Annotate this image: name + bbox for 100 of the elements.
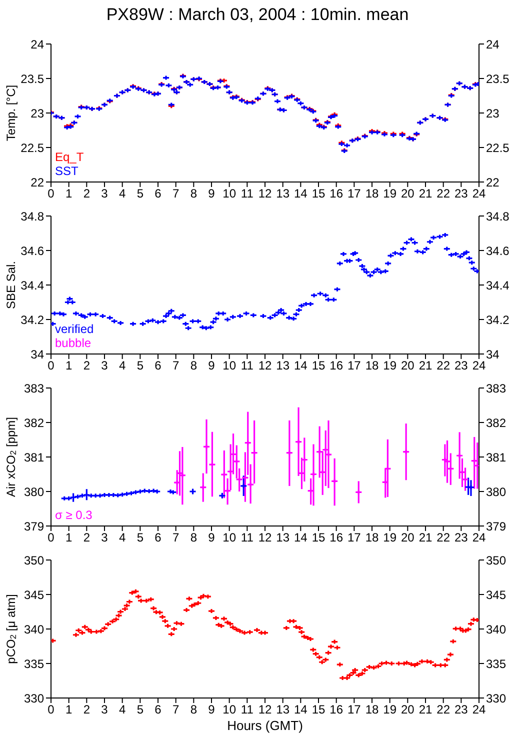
x-tick-label: 22 (436, 702, 450, 717)
x-tick-label: 19 (383, 702, 397, 717)
x-tick-label: 6 (154, 530, 162, 545)
y-tick-label: 330 (24, 691, 44, 706)
x-tick-label: 10 (222, 702, 236, 717)
x-axis-title: Hours (GMT) (227, 718, 303, 733)
x-tick-label: 5 (136, 186, 144, 201)
x-tick-label: 16 (330, 358, 344, 373)
x-tick-label: 6 (154, 186, 162, 201)
y-tick-label: 22 (30, 175, 44, 190)
x-tick-label: 19 (383, 530, 397, 545)
x-tick-label: 7 (172, 702, 180, 717)
x-tick-label: 19 (383, 358, 397, 373)
x-tick-label: 8 (190, 702, 198, 717)
x-tick-label: 3 (101, 186, 108, 201)
x-tick-label: 16 (330, 530, 344, 545)
x-tick-label: 2 (83, 358, 90, 373)
x-tick-label: 11 (240, 702, 254, 717)
x-tick-label: 0 (48, 530, 55, 545)
x-tick-label: 23 (454, 358, 468, 373)
x-tick-label: 17 (347, 530, 362, 545)
x-tick-label: 15 (312, 358, 326, 373)
y2-tick-label: 23.5 (486, 72, 510, 86)
y-tick-label: 23.5 (20, 72, 44, 86)
y-tick-label: 34.8 (20, 209, 44, 224)
x-tick-label: 1 (65, 358, 72, 373)
y-tick-label: 23 (30, 106, 44, 120)
x-tick-label: 17 (347, 186, 362, 201)
y2-tick-label: 34 (486, 347, 500, 362)
x-tick-label: 13 (276, 358, 290, 373)
x-tick-label: 21 (418, 186, 432, 201)
x-tick-label: 14 (294, 530, 308, 545)
x-tick-label: 18 (365, 702, 379, 717)
x-tick-label: 13 (276, 186, 290, 201)
y2-tick-label: 22.5 (486, 140, 510, 155)
x-tick-label: 7 (172, 530, 180, 545)
x-tick-label: 4 (118, 530, 126, 545)
x-tick-label: 14 (294, 186, 308, 201)
y2-tick-label: 335 (486, 656, 506, 671)
x-tick-label: 1 (65, 186, 72, 201)
x-tick-label: 14 (294, 702, 308, 717)
y-tick-label: 345 (24, 588, 44, 602)
x-tick-label: 2 (83, 530, 90, 545)
y-tick-label: 381 (24, 450, 44, 464)
x-tick-label: 23 (454, 530, 468, 545)
x-tick-label: 12 (258, 530, 272, 545)
x-tick-label: 22 (436, 358, 450, 373)
series-label: verified (55, 322, 94, 336)
x-tick-label: 6 (154, 702, 162, 717)
y2-tick-label: 34.8 (486, 209, 510, 224)
x-tick-label: 20 (400, 702, 415, 717)
x-tick-label: 8 (190, 186, 198, 201)
x-tick-label: 4 (118, 358, 126, 373)
x-tick-label: 24 (472, 358, 486, 373)
y2-tick-label: 340 (486, 622, 506, 636)
y2-tick-label: 382 (486, 416, 506, 430)
x-tick-label: 3 (101, 358, 108, 373)
x-tick-label: 4 (118, 702, 126, 717)
x-tick-label: 9 (208, 530, 216, 545)
y-tick-label: 22.5 (20, 140, 44, 155)
y-tick-label: 335 (24, 656, 44, 671)
y-tick-label: 340 (24, 622, 44, 636)
y2-tick-label: 34.2 (486, 312, 510, 327)
x-tick-label: 2 (83, 702, 90, 717)
x-tick-label: 0 (48, 186, 55, 201)
x-tick-label: 16 (330, 702, 344, 717)
y-tick-label: 34.6 (20, 244, 44, 258)
x-tick-label: 0 (48, 702, 55, 717)
x-tick-label: 15 (312, 702, 326, 717)
y2-tick-label: 24 (486, 37, 500, 52)
x-tick-label: 24 (472, 702, 486, 717)
x-tick-label: 4 (118, 186, 126, 201)
y-tick-label: 24 (30, 37, 44, 52)
y-tick-label: 34 (30, 347, 44, 362)
x-tick-label: 2 (83, 186, 90, 201)
x-tick-label: 1 (65, 702, 72, 717)
x-tick-label: 16 (330, 186, 344, 201)
x-tick-label: 15 (312, 186, 326, 201)
x-tick-label: 5 (136, 530, 144, 545)
x-tick-label: 3 (101, 530, 108, 545)
y2-tick-label: 381 (486, 450, 506, 464)
x-tick-label: 9 (208, 186, 216, 201)
x-tick-label: 13 (276, 702, 290, 717)
x-tick-label: 24 (472, 530, 486, 545)
x-tick-label: 20 (400, 186, 415, 201)
y2-tick-label: 22 (486, 175, 500, 190)
y-tick-label: 380 (24, 484, 44, 499)
x-tick-label: 10 (222, 186, 236, 201)
x-tick-label: 8 (190, 358, 198, 373)
x-tick-label: 6 (154, 358, 162, 373)
y2-tick-label: 350 (486, 553, 506, 568)
text: SST (55, 164, 80, 178)
y-axis-title: Temp. [°C] (4, 84, 18, 142)
x-tick-label: 7 (172, 186, 180, 201)
y2-tick-label: 379 (486, 519, 506, 534)
chart-title: PX89W : March 03, 2004 : 10min. mean (105, 4, 410, 26)
x-tick-label: 13 (276, 530, 290, 545)
x-tick-label: 7 (172, 358, 180, 373)
x-tick-label: 0 (48, 358, 55, 373)
x-tick-label: 21 (418, 702, 432, 717)
